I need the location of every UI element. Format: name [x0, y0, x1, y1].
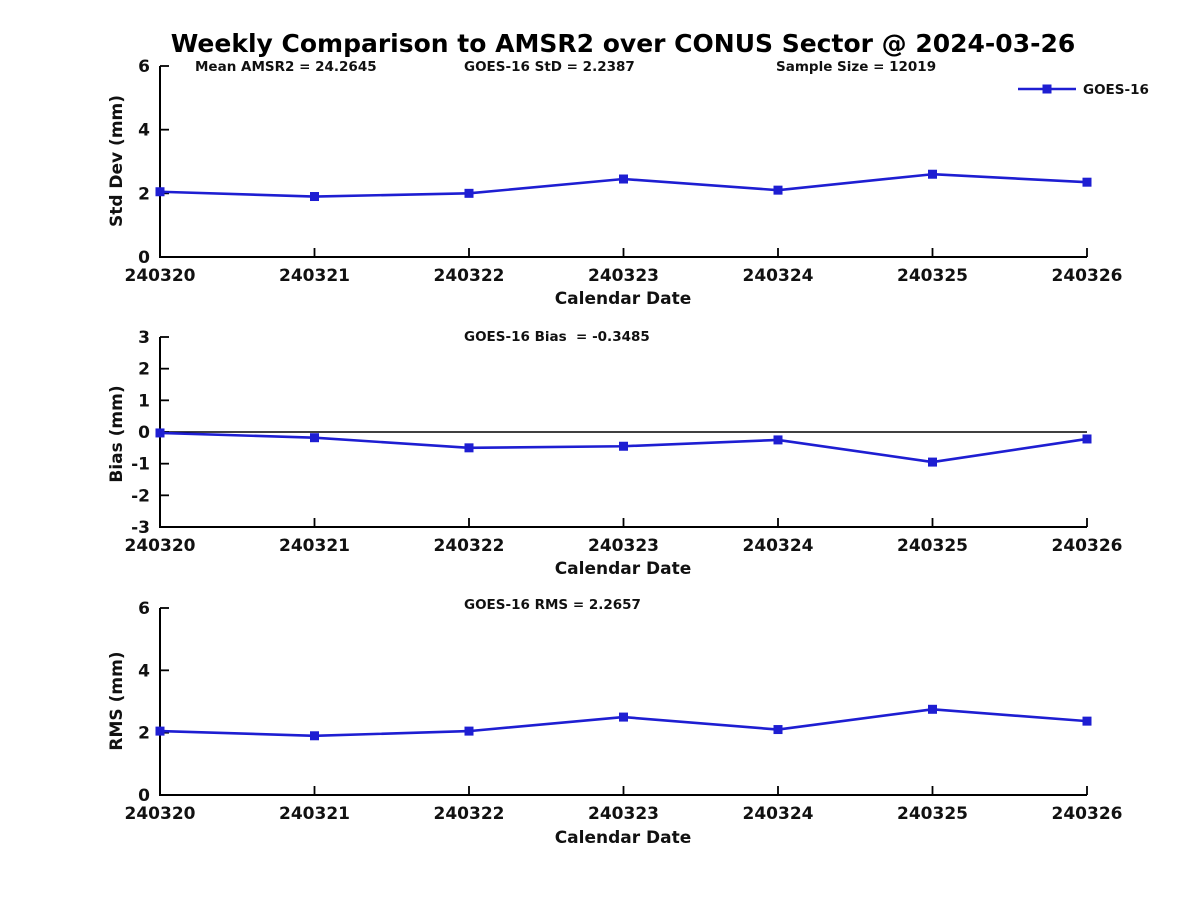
- x-tick-label: 240325: [897, 536, 968, 556]
- data-marker: [928, 169, 937, 179]
- x-tick-label: 240320: [125, 536, 196, 556]
- x-tick-label: 240326: [1052, 536, 1123, 556]
- y-tick-label: 2: [138, 360, 150, 380]
- y-tick-label: 4: [138, 661, 150, 681]
- x-tick-label: 240325: [897, 266, 968, 286]
- x-tick-label: 240322: [434, 266, 505, 286]
- data-marker: [1082, 177, 1092, 187]
- x-tick-label: 240323: [588, 266, 659, 286]
- data-marker: [464, 726, 474, 736]
- x-tick-label: 240322: [434, 804, 505, 824]
- data-marker: [155, 187, 165, 197]
- annotation-goes16-std: GOES-16 StD = 2.2387: [464, 59, 635, 75]
- legend-label: GOES-16: [1083, 82, 1149, 98]
- ylabel-std-dev: Std Dev (mm): [107, 94, 127, 228]
- x-tick-label: 240321: [279, 266, 350, 286]
- x-tick-label: 240325: [897, 804, 968, 824]
- x-tick-label: 240320: [125, 266, 196, 286]
- x-tick-label: 240323: [588, 536, 659, 556]
- y-tick-label: 1: [138, 391, 150, 411]
- x-tick-label: 240324: [743, 536, 814, 556]
- data-marker: [773, 185, 783, 195]
- x-tick-label: 240323: [588, 804, 659, 824]
- ylabel-bias: Bias (mm): [107, 385, 127, 483]
- data-marker: [928, 704, 937, 714]
- ylabel-rms: RMS (mm): [107, 651, 127, 751]
- y-tick-label: 0: [138, 423, 150, 443]
- data-marker: [464, 188, 474, 198]
- annotation-mean-amsr2: Mean AMSR2 = 24.2645: [195, 59, 377, 75]
- data-marker: [773, 725, 783, 735]
- data-marker: [619, 712, 628, 722]
- x-tick-label: 240320: [125, 804, 196, 824]
- x-tick-label: 240324: [743, 266, 814, 286]
- data-marker: [1082, 716, 1092, 726]
- x-tick-label: 240326: [1052, 266, 1123, 286]
- x-tick-label: 240322: [434, 536, 505, 556]
- legend-marker-sample: [1042, 84, 1052, 94]
- data-marker: [1082, 434, 1092, 444]
- x-tick-label: 240324: [743, 804, 814, 824]
- y-tick-label: 0: [138, 786, 150, 806]
- y-tick-label: 6: [138, 599, 150, 619]
- data-marker: [155, 726, 165, 736]
- annotation-goes16-bias: GOES-16 Bias = -0.3485: [464, 329, 650, 345]
- data-marker: [619, 174, 628, 184]
- data-marker: [310, 192, 319, 202]
- x-tick-label: 240321: [279, 536, 350, 556]
- data-marker: [155, 428, 165, 438]
- x-tick-label: 240326: [1052, 804, 1123, 824]
- annotation-goes16-rms: GOES-16 RMS = 2.2657: [464, 597, 641, 613]
- xlabel-calendar-date-1: Calendar Date: [554, 289, 692, 309]
- data-marker: [464, 443, 474, 453]
- data-marker: [310, 433, 319, 443]
- y-tick-label: 2: [138, 724, 150, 744]
- y-tick-label: 4: [138, 121, 150, 141]
- figure-title: Weekly Comparison to AMSR2 over CONUS Se…: [170, 29, 1076, 58]
- y-tick-label: 6: [138, 57, 150, 77]
- xlabel-calendar-date-2: Calendar Date: [554, 559, 692, 579]
- annotation-sample-size: Sample Size = 12019: [776, 59, 937, 75]
- y-tick-label: -1: [131, 455, 150, 475]
- y-tick-label: -2: [131, 486, 150, 506]
- y-tick-label: 3: [138, 328, 150, 348]
- data-marker: [773, 435, 783, 445]
- y-tick-label: 0: [138, 248, 150, 268]
- xlabel-calendar-date-3: Calendar Date: [554, 828, 692, 848]
- data-marker: [310, 731, 319, 741]
- x-tick-label: 240321: [279, 804, 350, 824]
- data-marker: [928, 457, 937, 467]
- y-tick-label: -3: [131, 518, 150, 538]
- y-tick-label: 2: [138, 184, 150, 204]
- data-marker: [619, 441, 628, 451]
